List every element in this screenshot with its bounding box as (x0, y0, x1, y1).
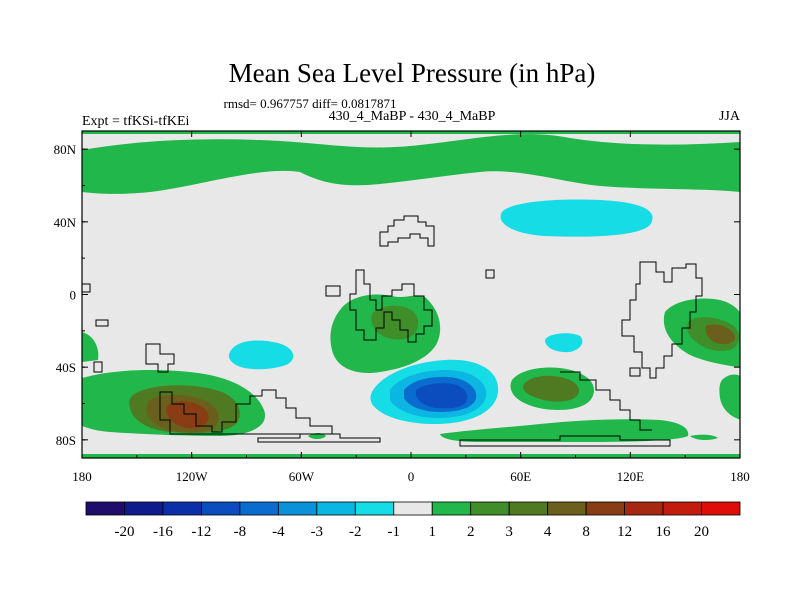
x-tick-label: 120W (176, 469, 209, 484)
comparison-label: 430_4_MaBP - 430_4_MaBP (329, 109, 496, 124)
colorbar-swatch (624, 501, 664, 516)
colorbar-swatch (277, 501, 318, 516)
y-tick-label: 80S (56, 433, 76, 448)
coastline-south-pacific (159, 389, 333, 435)
colorbar-label: -20 (114, 524, 134, 540)
experiment-label: Expt = tfKSi-tfKEi (82, 114, 190, 129)
x-tick-label: 0 (408, 469, 415, 484)
colorbar-label: 12 (617, 524, 632, 540)
map-panel (81, 130, 741, 459)
coastline-greenland-europe (379, 215, 435, 247)
colorbar-swatch (662, 501, 702, 516)
contour-fields (82, 131, 740, 458)
colorbar-swatch (393, 501, 433, 516)
colorbar-swatch (547, 501, 587, 516)
colorbar-swatch (508, 501, 549, 516)
axes: 180 120W 60W 0 60E 120E 180 80N 40N 0 40S 80S (54, 131, 750, 484)
colorbar-swatch (354, 501, 395, 516)
y-tick-label: 0 (70, 288, 77, 303)
contour-south-pacific-inner (166, 401, 209, 429)
coastline-s-america (621, 261, 703, 379)
colorbar-swatch (85, 501, 125, 516)
x-tick-label: 180 (72, 469, 92, 484)
colorbar-label: 4 (544, 524, 552, 540)
season-label: JJA (719, 109, 741, 124)
coastline-antarctic (257, 433, 671, 447)
contour-south-east-green (690, 434, 718, 441)
colorbar-label: 8 (582, 524, 590, 540)
x-tick-label: 60W (289, 469, 315, 484)
coastline-islands (82, 269, 641, 377)
contour-north-atlantic-low (500, 199, 653, 237)
colorbar-label: 3 (505, 524, 513, 540)
colorbar-label: -12 (191, 524, 211, 540)
colorbar-label: -8 (234, 524, 247, 540)
coastline-africa (325, 269, 433, 343)
colorbar-swatch (239, 501, 279, 516)
contour-africa-high-core (371, 305, 419, 340)
colorbar-label: -3 (311, 524, 324, 540)
contour-east-high-inner (705, 324, 736, 345)
colorbar-swatch (201, 501, 241, 516)
colorbar: -20 -16 -12 -8 -4 -3 -2 -1 1 2 3 4 8 12 16 20 (85, 501, 741, 540)
x-tick-label: 60E (510, 469, 531, 484)
colorbar-label: 1 (428, 524, 436, 540)
colorbar-swatch (701, 501, 741, 516)
colorbar-swatch (124, 501, 164, 516)
colorbar-label: -1 (388, 524, 401, 540)
stats-subtitle: rmsd= 0.967757 diff= 0.0817871 (224, 96, 397, 111)
colorbar-label: -16 (153, 524, 173, 540)
contour-tropical-low-west (228, 340, 294, 370)
coastline-australia (145, 343, 175, 373)
coastline-east-stairs (560, 371, 652, 431)
colorbar-swatch (470, 501, 510, 516)
colorbar-label: 20 (694, 524, 709, 540)
colorbar-label: 2 (467, 524, 475, 540)
y-tick-label: 40N (54, 215, 77, 230)
contour-south-atlantic-low-4 (415, 383, 468, 409)
y-tick-label: 80N (54, 142, 77, 157)
y-tick-label: 40S (56, 360, 76, 375)
plot-title: Mean Sea Level Pressure (in hPa) (229, 58, 596, 88)
coastlines (82, 215, 703, 447)
colorbar-swatch (585, 501, 625, 516)
x-tick-label: 180 (730, 469, 750, 484)
contour-east-south (719, 374, 740, 420)
colorbar-swatch (316, 501, 356, 516)
contour-south-indian-core (523, 375, 579, 402)
colorbar-swatch (162, 501, 202, 516)
contour-tropical-low-east (545, 333, 583, 353)
colorbar-label: -4 (272, 524, 285, 540)
contour-northern-band (82, 134, 740, 194)
contour-antarctic-strip (440, 419, 689, 442)
colorbar-label: 16 (656, 524, 672, 540)
colorbar-swatch (431, 501, 472, 516)
colorbar-label: -2 (349, 524, 362, 540)
contour-west-edge (82, 332, 99, 362)
x-tick-label: 120E (617, 469, 645, 484)
